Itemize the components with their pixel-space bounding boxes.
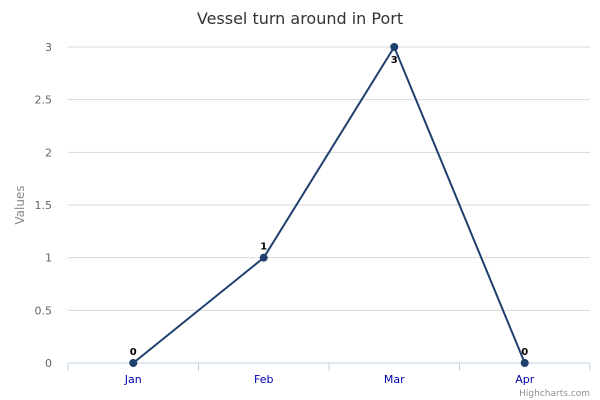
data-point[interactable] [390,43,399,51]
y-axis-label: Values [13,185,27,224]
y-tick-label: 2.5 [35,94,53,107]
data-label: 1 [260,242,267,253]
x-axis: Jan Feb Mar Apr [67,362,591,386]
y-tick-label: 2 [45,146,52,159]
data-label: 0 [130,347,137,358]
y-tick-label: 3 [45,41,52,54]
data-label: 3 [391,55,398,66]
series [129,43,529,367]
y-tick-label: 1.5 [35,199,53,212]
data-point[interactable] [129,359,138,367]
x-tick-label: Jan [124,373,142,386]
credits: Highcharts.com [519,389,590,399]
y-tick-label: 0.5 [35,304,53,317]
data-labels: 0 1 3 0 [130,55,529,358]
y-axis: 0 0.5 1 1.5 2 2.5 3 [35,41,53,370]
data-point[interactable] [259,253,268,262]
data-label: 0 [521,347,528,358]
x-tick-label: Mar [384,373,405,386]
series-line [132,44,526,364]
grid-lines [68,46,590,364]
data-point[interactable] [520,359,529,367]
y-tick-label: 0 [45,357,52,370]
chart-title: Vessel turn around in Port [197,9,403,28]
x-tick-label: Feb [254,373,273,386]
y-tick-label: 1 [45,252,52,265]
x-tick-label: Apr [515,373,535,386]
